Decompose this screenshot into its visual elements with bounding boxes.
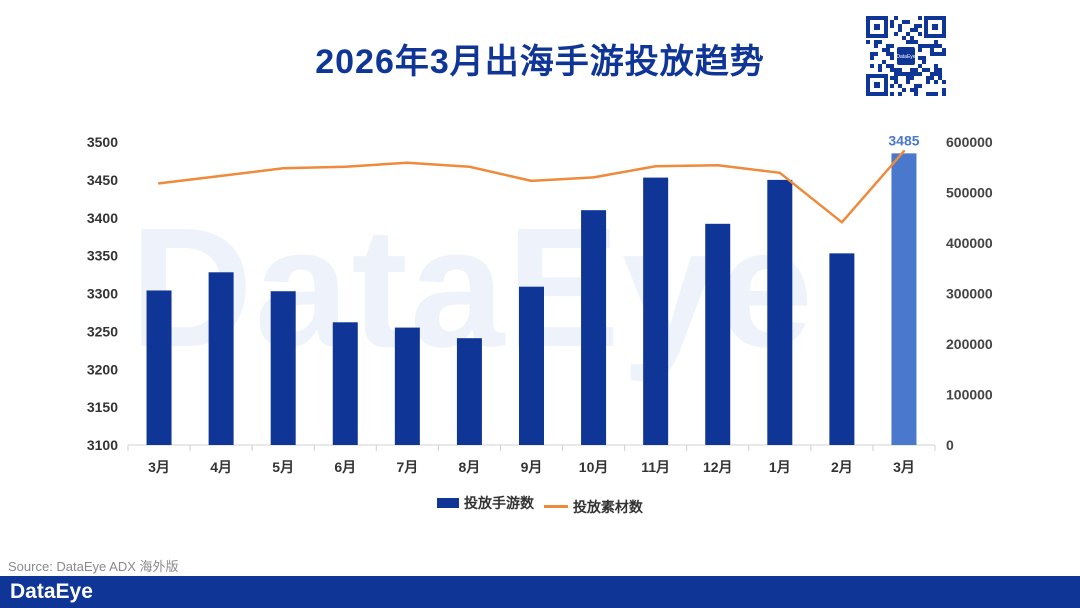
- line-point-1: [219, 174, 223, 178]
- y-right-tick-label: 500000: [946, 185, 993, 201]
- bar-5: [456, 338, 482, 445]
- line-point-7: [592, 176, 595, 179]
- line-point-3: [344, 165, 347, 168]
- line-point-12: [902, 149, 906, 153]
- y-right-tick-label: 300000: [946, 286, 993, 302]
- legend-swatch-bar: [437, 498, 460, 508]
- x-category-label: 12月: [703, 459, 733, 475]
- y-left-tick-label: 3100: [87, 437, 118, 453]
- y-left-tick-label: 3450: [87, 172, 118, 188]
- qr-center-label: DataEye: [896, 54, 915, 60]
- bar-0: [146, 290, 172, 445]
- y-right-tick-label: 600000: [946, 134, 993, 150]
- bar-9: [705, 223, 731, 445]
- y-right-tick-label: 100000: [946, 387, 993, 403]
- bar-10: [767, 179, 793, 445]
- line-point-10: [778, 171, 782, 175]
- y-left-tick-label: 3150: [87, 399, 118, 415]
- x-category-label: 2月: [831, 459, 853, 475]
- y-left-tick-label: 3200: [87, 361, 118, 377]
- bar-1: [208, 272, 234, 445]
- line-point-0: [157, 182, 161, 185]
- y-left-tick-label: 3300: [87, 286, 118, 302]
- x-category-label: 9月: [521, 459, 543, 475]
- footer-logo: DataEye: [10, 580, 93, 603]
- x-category-label: 3月: [893, 459, 915, 475]
- qr-code: DataEye: [866, 16, 946, 96]
- x-category-label: 10月: [579, 459, 609, 475]
- bar-3: [332, 322, 358, 445]
- line-point-2: [281, 167, 285, 170]
- line-point-6: [530, 179, 533, 183]
- x-category-label: 3月: [148, 459, 170, 475]
- legend: 投放手游数 投放素材数: [0, 493, 1080, 517]
- bar-6: [519, 286, 544, 445]
- legend-item-creatives: 投放素材数: [543, 497, 643, 517]
- chart: 3100 3150 3200 3250 3300 3350 3400 3450 3500 0 100…: [87, 132, 993, 475]
- legend-label-creatives: 投放素材数: [572, 498, 643, 515]
- x-category-label: 6月: [334, 459, 356, 475]
- y-right-tick-label: 200000: [946, 336, 993, 352]
- x-category-label: 11月: [641, 459, 670, 475]
- bar-12: [891, 153, 917, 446]
- y-left-tick-label: 3400: [87, 210, 118, 226]
- x-category-label: 1月: [769, 459, 791, 475]
- y-left-tick-label: 3350: [87, 248, 118, 264]
- legend-item-games: 投放手游数: [437, 493, 534, 513]
- bar-8: [643, 177, 669, 446]
- bar-11: [829, 253, 855, 445]
- y-left-tick-label: 3250: [87, 323, 118, 339]
- line-point-11: [840, 221, 844, 224]
- line-point-9: [716, 164, 719, 167]
- y-left-tick-label: 3500: [87, 134, 118, 150]
- bar-2: [270, 291, 296, 445]
- x-category-label: 4月: [210, 459, 232, 475]
- footer-bar: DataEye: [0, 576, 1080, 608]
- legend-swatch-line: [543, 505, 568, 508]
- bar-4: [394, 327, 420, 445]
- x-category-label: 8月: [459, 459, 481, 475]
- line-point-5: [468, 165, 471, 168]
- x-category-label: 7月: [396, 459, 418, 475]
- highlight-data-label: 3485: [888, 132, 919, 148]
- y-right-tick-label: 400000: [946, 235, 993, 251]
- bar-7: [581, 210, 607, 445]
- source-note: Source: DataEye ADX 海外版: [8, 559, 179, 574]
- x-category-label: 5月: [272, 459, 294, 475]
- line-point-8: [654, 165, 657, 168]
- legend-label-games: 投放手游数: [464, 495, 535, 511]
- line-point-4: [406, 161, 409, 164]
- y-right-tick-label: 0: [946, 437, 954, 453]
- chart-title: 2026年3月出海手游投放趋势: [315, 43, 765, 81]
